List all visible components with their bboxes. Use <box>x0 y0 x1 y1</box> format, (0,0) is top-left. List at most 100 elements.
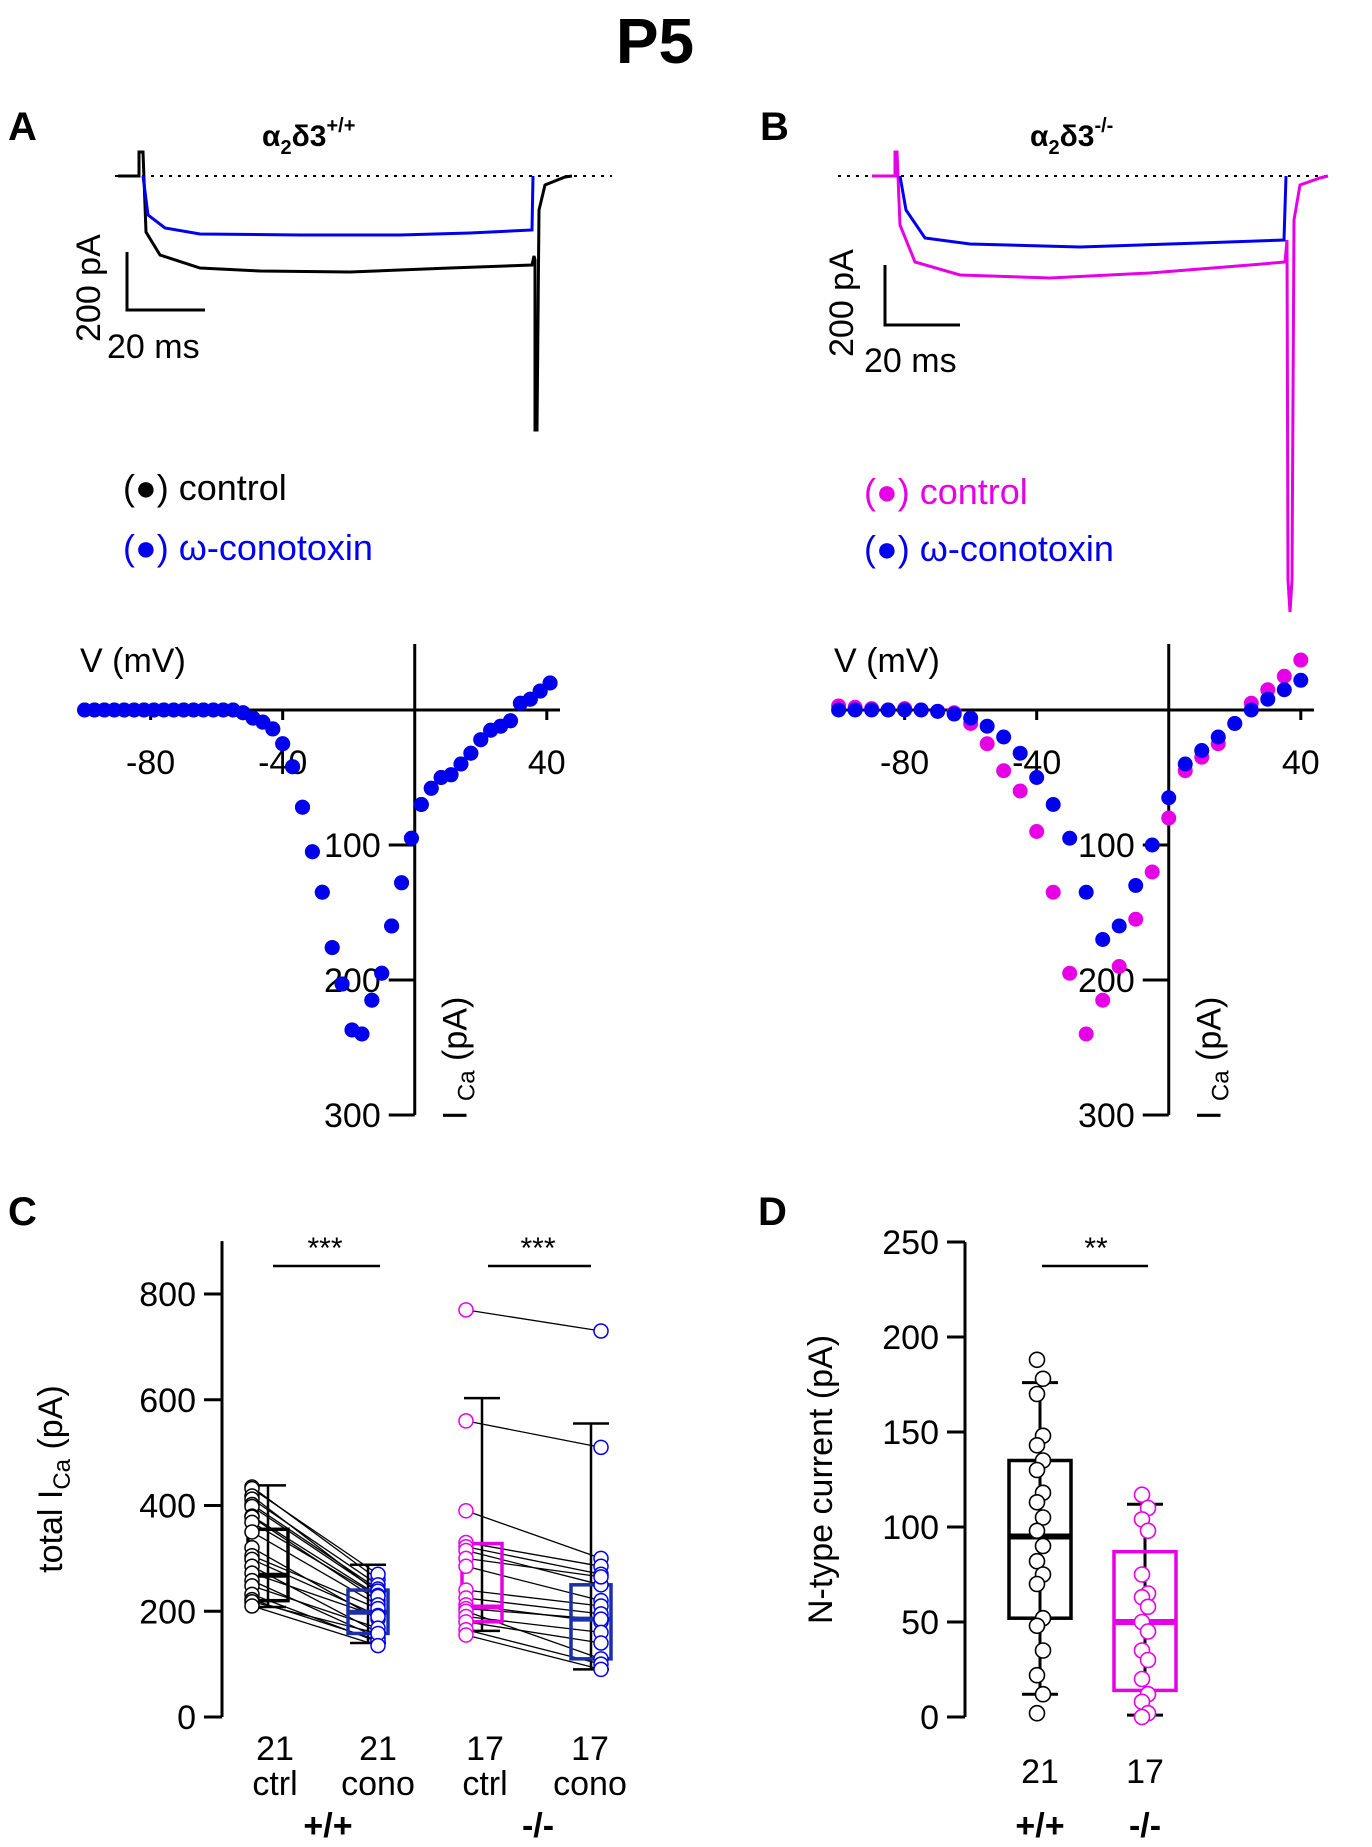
panel-c-sig-ko: *** <box>520 1232 555 1265</box>
c-point <box>244 1524 260 1540</box>
c-n-label: 17 <box>466 1730 504 1768</box>
d-point <box>1034 1537 1052 1555</box>
iv-point <box>1210 729 1226 745</box>
c-point <box>593 1323 609 1339</box>
iv-point <box>1293 652 1309 668</box>
c-n-label: 17 <box>571 1730 609 1768</box>
c-box <box>569 1583 613 1661</box>
c-pair-line <box>465 1541 602 1567</box>
iv-point <box>1144 864 1160 880</box>
c-pair-line <box>251 1547 379 1620</box>
d-point <box>1028 1461 1046 1479</box>
panel-a-scale-time: 20 ms <box>107 328 200 366</box>
c-point <box>593 1635 609 1651</box>
iv-point <box>275 736 291 752</box>
iv-point <box>443 767 459 783</box>
c-pair-line <box>465 1597 602 1615</box>
iv-point <box>1078 1026 1094 1042</box>
c-point <box>458 1413 474 1429</box>
d-point <box>1133 1566 1151 1583</box>
figure-title: P5 <box>616 5 694 77</box>
panel-c-letter: C <box>8 1190 37 1234</box>
panel-b-legend-control: (●) control <box>864 471 1028 512</box>
iv-point <box>913 702 929 718</box>
iv-point <box>1161 810 1177 826</box>
iv-point <box>930 703 946 719</box>
iv-point <box>542 675 558 691</box>
iv-x-tick-label: 40 <box>1282 744 1320 782</box>
c-n-label: 21 <box>359 1730 397 1768</box>
d-point <box>1028 1385 1046 1403</box>
c-point <box>458 1558 474 1575</box>
iv-point <box>1227 716 1243 731</box>
d-point <box>1139 1522 1157 1540</box>
iv-point <box>897 702 913 718</box>
c-point <box>593 1661 609 1678</box>
c-pair-line <box>251 1558 379 1617</box>
iv-point <box>285 759 301 775</box>
iv-point <box>1194 743 1210 758</box>
c-pair-line <box>465 1621 602 1644</box>
d-point <box>1133 1708 1151 1726</box>
d-point <box>1133 1670 1151 1688</box>
panel-a-scale-current: 200 pA <box>70 234 108 342</box>
iv-point <box>265 721 281 737</box>
c-pair-line <box>465 1589 602 1607</box>
iv-point <box>304 844 320 860</box>
panel-a-letter: A <box>8 105 37 149</box>
c-box <box>460 1541 504 1624</box>
iv-point <box>463 745 479 761</box>
panel-d-plot: 0 50 100 150 200 250 N-type current (pA) 21 17 <box>802 1224 1178 1791</box>
c-pair-line <box>465 1634 602 1671</box>
iv-point <box>1276 682 1292 698</box>
iv-point <box>334 976 350 992</box>
iv-point <box>384 918 400 934</box>
d-y-tick-label: 0 <box>920 1699 939 1737</box>
d-point <box>1028 1617 1046 1635</box>
c-pair-line <box>465 1615 602 1634</box>
c-pair-line <box>465 1510 602 1559</box>
c-pair-line <box>251 1521 379 1598</box>
iv-point <box>979 718 995 734</box>
c-pair-line <box>251 1585 379 1629</box>
d-point <box>1139 1651 1157 1669</box>
iv-y-tick-label: 100 <box>1078 827 1135 865</box>
c-pair-line <box>251 1506 379 1592</box>
c-point <box>244 1598 260 1614</box>
iv-x-axis-label: V (mV) <box>834 642 940 680</box>
panel-d: D 0 50 100 150 200 250 N-type current (pA) 21 17… <box>758 1190 1178 1845</box>
panel-b-conotoxin-trace <box>898 175 1288 249</box>
iv-point <box>1029 770 1045 785</box>
d-point <box>1028 1552 1046 1570</box>
d-y-tick-label: 100 <box>882 1509 939 1547</box>
panel-b-control-trace <box>872 150 1329 613</box>
d-y-tick-label: 50 <box>901 1604 939 1642</box>
panel-c-sig-wt: *** <box>307 1232 342 1265</box>
iv-point <box>314 884 330 900</box>
panel-a-legend-control: (●) control <box>123 467 287 508</box>
c-point <box>458 1627 474 1643</box>
iv-point <box>532 683 548 699</box>
panel-d-sig: ** <box>1084 1232 1108 1265</box>
panel-b: B α2δ3-/- 200 pA 20 ms (●) control (●) ω… <box>760 105 1329 1135</box>
iv-x-tick-label: -80 <box>880 744 929 782</box>
iv-point <box>522 691 538 707</box>
iv-point <box>1128 911 1144 927</box>
d-point <box>1034 1685 1052 1703</box>
d-point <box>1028 1351 1046 1369</box>
d-point <box>1034 1370 1052 1388</box>
iv-point <box>831 702 847 718</box>
panel-c-group-ko: -/- <box>522 1807 554 1845</box>
iv-x-axis-label: V (mV) <box>80 642 186 680</box>
c-pair-line <box>251 1503 379 1590</box>
panel-a: A α2δ3+/+ 200 pA 20 ms (●) control (●) ω… <box>8 105 612 1135</box>
d-n-label: 21 <box>1021 1753 1059 1791</box>
iv-point <box>979 736 995 752</box>
iv-point <box>1144 837 1160 853</box>
c-pair-line <box>251 1555 379 1610</box>
iv-point <box>864 702 880 718</box>
iv-x-tick-label: -80 <box>126 744 175 782</box>
panel-a-legend-conotoxin: (●) ω-conotoxin <box>123 527 373 568</box>
